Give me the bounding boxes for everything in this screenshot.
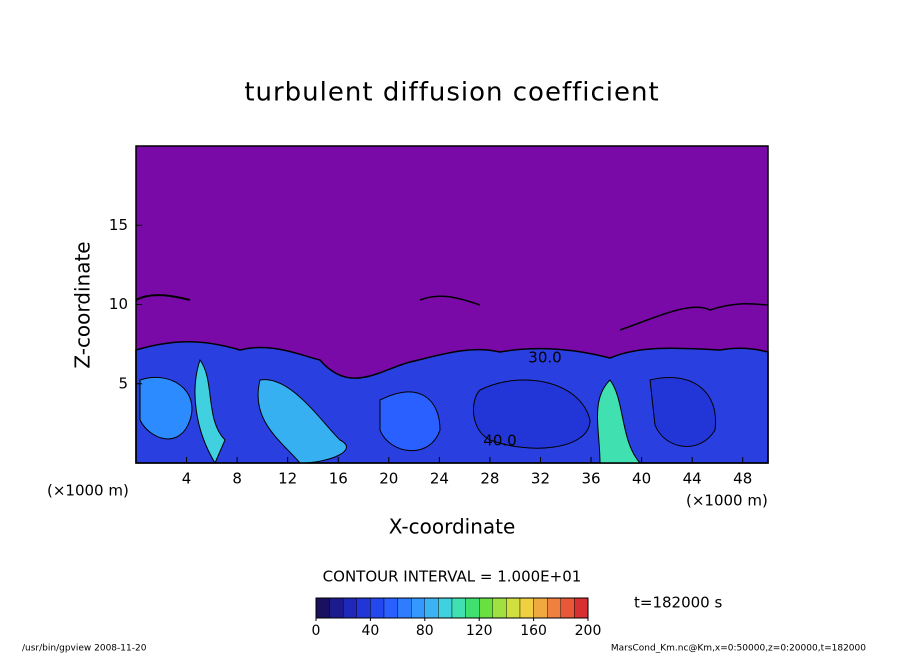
colorbar-swatch bbox=[411, 597, 426, 619]
y-tick-label: 15 bbox=[109, 216, 128, 234]
field-contour bbox=[419, 295, 481, 306]
field-blob bbox=[472, 379, 591, 449]
colorbar-tick-label: 200 bbox=[575, 623, 602, 639]
contour-interval: CONTOUR INTERVAL = 1.000E+01 bbox=[323, 568, 582, 586]
field-contour bbox=[619, 303, 769, 331]
x-tick-label: 40 bbox=[632, 470, 651, 488]
colorbar-swatch bbox=[533, 597, 548, 619]
field bbox=[135, 146, 769, 465]
contour-label: 30.0 bbox=[528, 349, 561, 367]
colorbar-swatch bbox=[465, 597, 480, 619]
colorbar-swatch bbox=[329, 597, 344, 619]
x-tick-label: 32 bbox=[531, 470, 550, 488]
x-tick-label: 48 bbox=[733, 470, 752, 488]
colorbar-swatch bbox=[574, 597, 589, 619]
colorbar-swatch bbox=[560, 597, 575, 619]
chart-title: turbulent diffusion coefficient bbox=[244, 78, 659, 108]
x-tick-label: 36 bbox=[581, 470, 600, 488]
colorbar-frame bbox=[315, 597, 589, 619]
colorbar-swatch bbox=[519, 597, 534, 619]
x-unit: (×1000 m) bbox=[686, 492, 768, 510]
colorbar-swatch bbox=[397, 597, 412, 619]
x-tick-label: 28 bbox=[480, 470, 499, 488]
time-label: t=182000 s bbox=[634, 594, 722, 612]
x-axis-label: X-coordinate bbox=[389, 515, 516, 539]
x-tick-label: 44 bbox=[683, 470, 702, 488]
x-tick-label: 24 bbox=[430, 470, 449, 488]
colorbar-swatch bbox=[424, 597, 439, 619]
field-blob bbox=[139, 376, 193, 440]
colorbar-swatch bbox=[438, 597, 453, 619]
colorbar-swatch bbox=[356, 597, 371, 619]
colorbar-swatch bbox=[547, 597, 562, 619]
contour-label: 40.0 bbox=[483, 432, 516, 450]
colorbar-tick-label: 80 bbox=[416, 623, 434, 639]
colorbar-tick-label: 120 bbox=[466, 623, 493, 639]
field-contour bbox=[135, 294, 191, 301]
colorbar-swatch bbox=[479, 597, 494, 619]
field-blob bbox=[257, 379, 347, 464]
colorbar-swatch bbox=[492, 597, 507, 619]
x-tick-label: 16 bbox=[329, 470, 348, 488]
y-tick-label: 10 bbox=[109, 295, 128, 313]
colorbar-swatch bbox=[451, 597, 466, 619]
colorbar-tick-label: 40 bbox=[361, 623, 379, 639]
footer-right: MarsCond_Km.nc@Km,x=0:50000,z=0:20000,t=… bbox=[611, 644, 866, 654]
colorbar-swatch bbox=[383, 597, 398, 619]
colorbar-tick-label: 160 bbox=[520, 623, 547, 639]
x-tick-label: 20 bbox=[379, 470, 398, 488]
colorbar-swatch bbox=[343, 597, 358, 619]
colorbar-swatch bbox=[370, 597, 385, 619]
y-tick-label: 5 bbox=[118, 374, 128, 392]
footer-left: /usr/bin/gpview 2008-11-20 bbox=[22, 644, 147, 654]
y-axis-label: Z-coordinate bbox=[71, 241, 95, 368]
colorbar-tick-label: 0 bbox=[312, 623, 321, 639]
field-blob bbox=[649, 376, 717, 447]
field-blob bbox=[379, 391, 441, 452]
y-unit: (×1000 m) bbox=[47, 482, 129, 500]
colorbar-swatch bbox=[506, 597, 521, 619]
colorbar-swatch bbox=[315, 597, 330, 619]
x-tick-label: 4 bbox=[182, 470, 192, 488]
x-tick-label: 12 bbox=[278, 470, 297, 488]
x-tick-label: 8 bbox=[232, 470, 242, 488]
